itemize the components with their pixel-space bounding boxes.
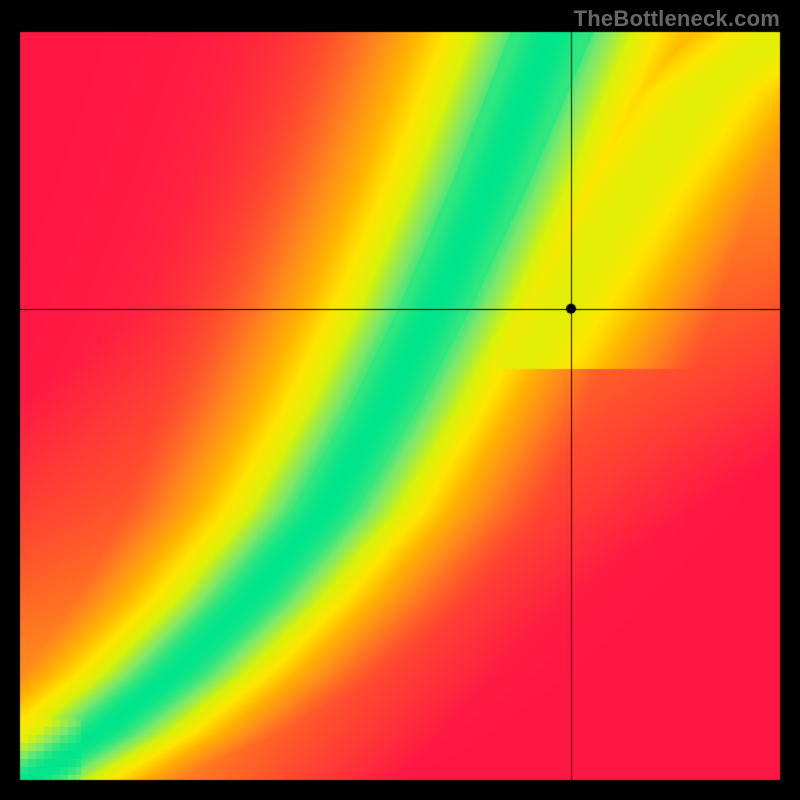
bottleneck-heatmap	[0, 0, 800, 800]
watermark-text: TheBottleneck.com	[574, 6, 780, 32]
chart-container: TheBottleneck.com	[0, 0, 800, 800]
